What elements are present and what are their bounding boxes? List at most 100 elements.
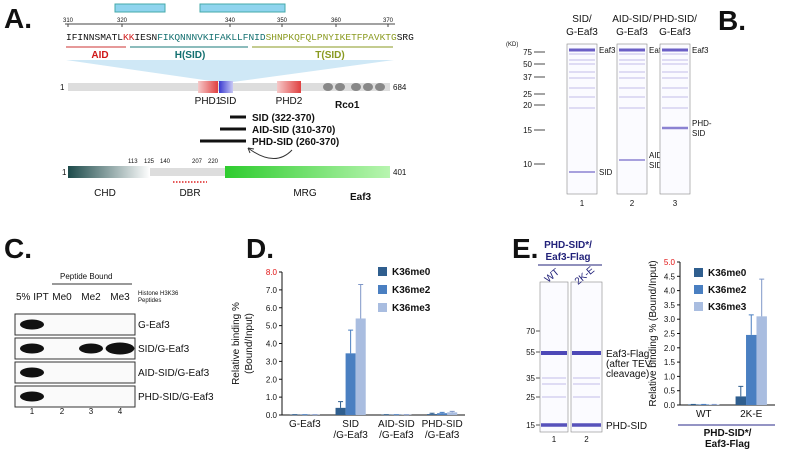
bar xyxy=(355,318,366,415)
position: 140 xyxy=(160,159,171,165)
position: 684 xyxy=(393,83,407,92)
error-bar xyxy=(439,411,445,414)
position: 125 xyxy=(144,159,155,165)
panel-label: A. xyxy=(4,3,32,34)
gel-lane xyxy=(539,281,569,433)
region-label: T(SID) xyxy=(315,50,344,61)
row-label: G-Eaf3 xyxy=(138,320,170,331)
construct-label: AID-SID (310-370) xyxy=(252,125,335,136)
sequence-part: KK xyxy=(123,32,135,43)
ruler-tick: 370 xyxy=(383,18,394,24)
legend-swatch xyxy=(694,302,703,311)
y-tick-label: 3.5 xyxy=(664,301,676,310)
domain-label: PHD2 xyxy=(276,96,303,107)
arrow xyxy=(247,147,293,159)
panel-label: E. xyxy=(512,233,538,264)
y-tick-label: 0.0 xyxy=(266,411,278,420)
domain-diagram xyxy=(65,3,395,183)
region-label: AID xyxy=(91,50,108,61)
position: 207 xyxy=(192,159,203,165)
x-tick-label: /G-Eaf3 xyxy=(379,430,414,441)
band-label: AID- xyxy=(649,151,665,160)
x-tick-label: PHD-SID xyxy=(422,419,463,430)
marker-label: 50 xyxy=(523,60,532,69)
blot-band xyxy=(20,343,44,354)
marker-label: 20 xyxy=(523,101,532,110)
peptide-label: Me3 xyxy=(110,292,130,303)
lane-header: G-Eaf3 xyxy=(616,27,648,38)
y-tick-label: 1.0 xyxy=(664,372,676,381)
arrow-head xyxy=(247,147,255,154)
y-axis-title: Relative binding % xyxy=(231,302,242,385)
error-bar xyxy=(738,385,744,397)
marker-label: 55 xyxy=(526,348,535,357)
helix xyxy=(199,3,286,13)
marker-label: 15 xyxy=(526,421,535,430)
band-label: Eaf3 xyxy=(692,46,709,55)
y-tick-label: 3.0 xyxy=(266,357,278,366)
blot-band xyxy=(105,342,135,355)
bar xyxy=(437,413,448,415)
lane-number: 2 xyxy=(630,199,635,208)
bar xyxy=(345,353,356,415)
bar xyxy=(427,414,438,415)
gel-lane xyxy=(659,43,691,195)
gel-title: Eaf3-Flag xyxy=(545,252,590,263)
blot xyxy=(14,337,136,360)
x-tick-label: G-Eaf3 xyxy=(289,419,321,430)
marker-label: 37 xyxy=(523,73,532,82)
lane-header: AID-SID/ xyxy=(612,14,652,25)
unit: (KD) xyxy=(506,42,518,48)
peptide-label: Me0 xyxy=(52,292,72,303)
marker-label: 15 xyxy=(523,126,532,135)
chd-box xyxy=(68,166,150,178)
band-label: Eaf3 xyxy=(599,46,616,55)
sequence: IFINNSMATLKKIESNFIKQNNNVKIFAKLLFNIDSHNPK… xyxy=(66,32,414,43)
lane-number: 1 xyxy=(580,199,585,208)
bar xyxy=(756,316,767,405)
band-label: SID xyxy=(649,161,663,170)
x-tick-label: /G-Eaf3 xyxy=(425,430,460,441)
band-label: SID xyxy=(599,168,613,177)
band-label: PHD- xyxy=(692,119,712,128)
position: 220 xyxy=(208,159,219,165)
x-tick-label: /G-Eaf3 xyxy=(333,430,368,441)
peptide-label: Me2 xyxy=(81,292,101,303)
construct-label: PHD-SID (260-370) xyxy=(252,137,339,148)
y-tick-label: 2.5 xyxy=(664,330,676,339)
marker-label: 70 xyxy=(526,327,535,336)
y-tick-label: 3.0 xyxy=(664,315,676,324)
lane-header: PHD-SID/ xyxy=(653,14,697,25)
domain-label: PHD1 xyxy=(195,96,222,107)
sid-box xyxy=(219,81,233,93)
zoom-wedge xyxy=(66,60,394,82)
note: Histone H3K36 xyxy=(138,291,179,297)
ruler-tick: 320 xyxy=(117,18,128,24)
panel-label: D. xyxy=(246,233,274,264)
marker-label: 25 xyxy=(523,90,532,99)
gel-lane xyxy=(566,43,598,195)
lane-number: 1 xyxy=(552,435,557,444)
note: Peptides xyxy=(138,298,161,304)
error-bar xyxy=(338,401,344,408)
marker-label: 35 xyxy=(526,374,535,383)
panel-label: B. xyxy=(718,5,746,36)
blot-band xyxy=(20,391,44,402)
blot-band xyxy=(20,319,44,330)
sequence-part: SRG xyxy=(397,32,414,43)
gel-lane xyxy=(616,43,648,195)
error-bar xyxy=(449,410,455,413)
legend-label: K36me3 xyxy=(708,302,747,313)
lane-header: G-Eaf3 xyxy=(659,27,691,38)
band-label: SID xyxy=(692,129,706,138)
sequence-part: SHNPKQFQLPNYIKETFPAVKTG xyxy=(266,32,397,43)
legend-label: K36me3 xyxy=(392,303,431,314)
domain-label: MRG xyxy=(293,188,317,199)
legend-swatch xyxy=(378,267,387,276)
region-label: H(SID) xyxy=(175,50,206,61)
domain-label: SID xyxy=(220,96,237,107)
marker-label: 75 xyxy=(523,48,532,57)
position: 113 xyxy=(128,159,138,165)
legend-label: K36me2 xyxy=(708,285,747,296)
